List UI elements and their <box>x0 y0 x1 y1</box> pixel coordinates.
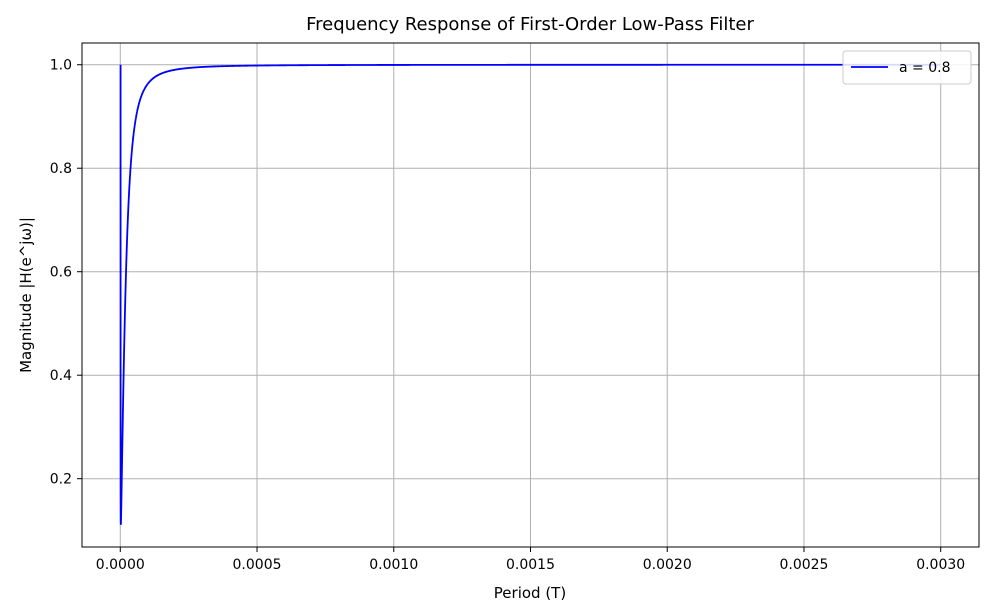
legend-label-a-0-8: a = 0.8 <box>899 60 950 76</box>
x-axis-ticks: 0.0000 0.0005 0.0010 0.0015 0.0020 0.0025 0.00… <box>96 547 965 573</box>
y-tick-label: 0.6 <box>50 265 72 281</box>
grid <box>82 43 979 547</box>
legend: a = 0.8 <box>842 50 972 85</box>
x-tick-label: 0.0020 <box>643 557 692 573</box>
y-tick-label: 0.8 <box>50 161 72 177</box>
legend-box <box>842 50 972 85</box>
x-tick-label: 0.0005 <box>233 557 282 573</box>
x-axis-label: Period (T) <box>494 584 566 602</box>
x-tick-label: 0.0010 <box>369 557 418 573</box>
y-tick-label: 0.2 <box>50 472 72 488</box>
y-axis-ticks: 0.2 0.4 0.6 0.8 1.0 <box>50 58 82 488</box>
y-tick-label: 1.0 <box>50 58 72 74</box>
x-tick-label: 0.0025 <box>779 557 828 573</box>
x-tick-label: 0.0015 <box>506 557 555 573</box>
x-tick-label: 0.0000 <box>96 557 145 573</box>
x-tick-label: 0.0030 <box>916 557 965 573</box>
y-tick-label: 0.4 <box>50 368 72 384</box>
y-axis-label: Magnitude |H(e^jω)| <box>17 217 35 373</box>
series-line-a-0-8 <box>119 63 941 525</box>
chart-title: Frequency Response of First-Order Low-Pa… <box>306 14 754 35</box>
